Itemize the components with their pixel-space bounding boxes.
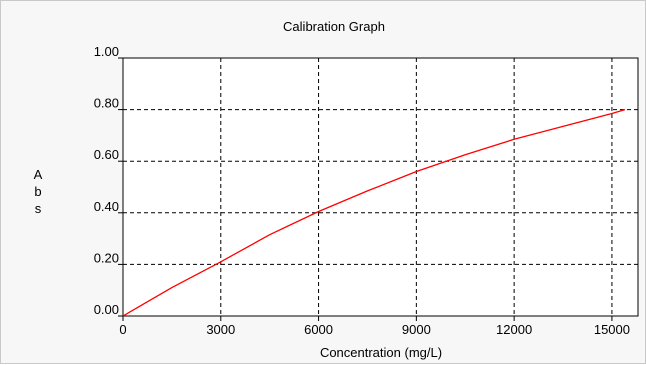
chart-title: Calibration Graph [283,19,385,34]
series-layer [122,108,626,317]
y-axis-title-letter: b [34,184,41,199]
calibration-curve [122,108,626,317]
grid-lines [123,58,638,316]
x-tick-label: 6000 [304,322,333,337]
y-tick-label: 0.20 [94,250,119,265]
x-axis-ticks: 0 3000 6000 9000 12000 15000 [119,316,630,337]
y-axis-title: Abs [34,167,43,216]
y-axis-title-letter: A [34,167,43,182]
y-tick-label: 1.00 [94,44,119,59]
y-tick-label: 0.00 [94,302,119,317]
x-tick-label: 12000 [496,322,532,337]
x-tick-label: 0 [119,322,126,337]
y-tick-label: 0.80 [94,96,119,111]
x-tick-label: 9000 [402,322,431,337]
x-tick-label: 15000 [594,322,630,337]
y-tick-label: 0.60 [94,147,119,162]
x-tick-label: 3000 [206,322,235,337]
y-axis-ticks: 0.00 0.20 0.40 0.60 0.80 1.00 [94,44,123,317]
y-tick-label: 0.40 [94,199,119,214]
x-axis-title: Concentration (mg/L) [320,345,442,360]
y-axis-title-letter: s [35,201,42,216]
plot-area [122,57,639,317]
